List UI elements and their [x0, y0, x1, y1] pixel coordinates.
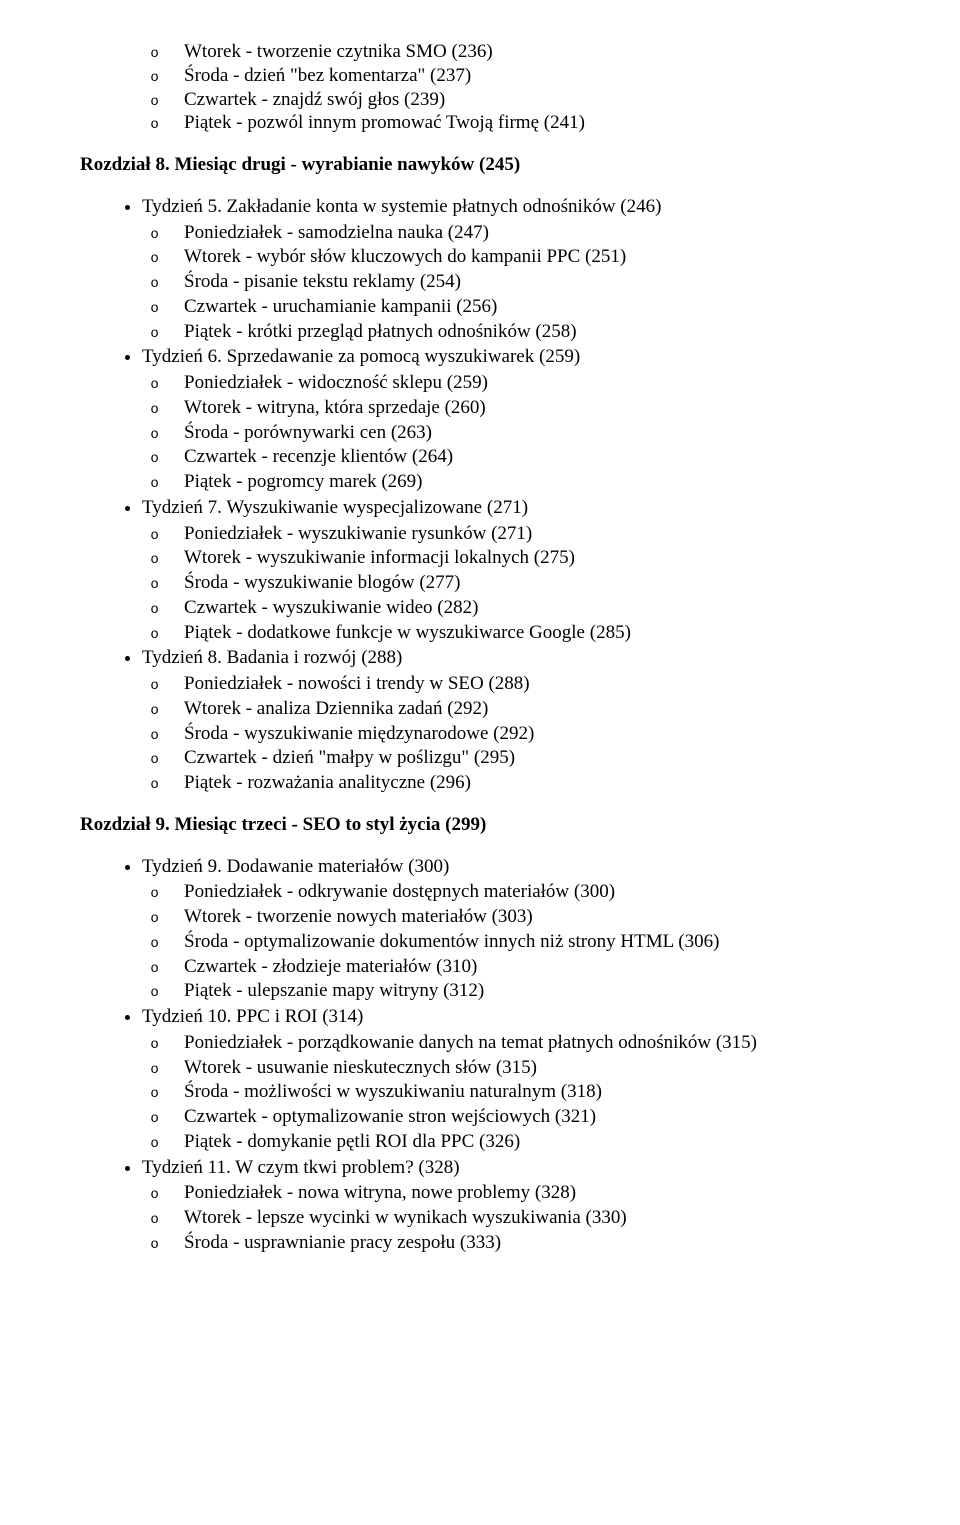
day-item: Środa - dzień "bez komentarza" (237) — [184, 64, 880, 88]
day-item: Środa - wyszukiwanie blogów (277) — [184, 571, 880, 595]
chapter-9-weeks: Tydzień 9. Dodawanie materiałów (300) Po… — [80, 855, 880, 1255]
day-item: Piątek - krótki przegląd płatnych odnośn… — [184, 320, 880, 344]
week-days: Poniedziałek - odkrywanie dostępnych mat… — [142, 880, 880, 1003]
day-item: Czwartek - uruchamianie kampanii (256) — [184, 295, 880, 319]
day-item: Piątek - ulepszanie mapy witryny (312) — [184, 979, 880, 1003]
day-item: Środa - porównywarki cen (263) — [184, 421, 880, 445]
week-title: Tydzień 11. W czym tkwi problem? (328) — [142, 1157, 460, 1178]
week-title: Tydzień 5. Zakładanie konta w systemie p… — [142, 196, 661, 217]
day-item: Czwartek - znajdź swój głos (239) — [184, 88, 880, 112]
week-title: Tydzień 7. Wyszukiwanie wyspecjalizowane… — [142, 497, 528, 518]
week-item: Tydzień 7. Wyszukiwanie wyspecjalizowane… — [142, 496, 880, 645]
day-item: Wtorek - usuwanie nieskutecznych słów (3… — [184, 1056, 880, 1080]
day-item: Środa - wyszukiwanie międzynarodowe (292… — [184, 722, 880, 746]
week-item: Tydzień 8. Badania i rozwój (288) Ponied… — [142, 646, 880, 795]
week-item: Tydzień 6. Sprzedawanie za pomocą wyszuk… — [142, 345, 880, 494]
day-item: Wtorek - wybór słów kluczowych do kampan… — [184, 245, 880, 269]
week-title: Tydzień 6. Sprzedawanie za pomocą wyszuk… — [142, 346, 580, 367]
day-item: Czwartek - wyszukiwanie wideo (282) — [184, 596, 880, 620]
day-item: Piątek - pozwól innym promować Twoją fir… — [184, 111, 880, 135]
day-item: Poniedziałek - widoczność sklepu (259) — [184, 371, 880, 395]
week-days: Poniedziałek - widoczność sklepu (259) W… — [142, 371, 880, 494]
week-item: Tydzień 10. PPC i ROI (314) Poniedziałek… — [142, 1005, 880, 1154]
day-item: Poniedziałek - nowa witryna, nowe proble… — [184, 1181, 880, 1205]
day-item: Poniedziałek - samodzielna nauka (247) — [184, 221, 880, 245]
day-item: Środa - możliwości w wyszukiwaniu natura… — [184, 1080, 880, 1104]
day-item: Poniedziałek - wyszukiwanie rysunków (27… — [184, 522, 880, 546]
day-item: Poniedziałek - nowości i trendy w SEO (2… — [184, 672, 880, 696]
day-item: Czwartek - optymalizowanie stron wejścio… — [184, 1105, 880, 1129]
week-title: Tydzień 10. PPC i ROI (314) — [142, 1006, 363, 1027]
day-item: Piątek - dodatkowe funkcje w wyszukiwarc… — [184, 621, 880, 645]
day-item: Środa - pisanie tekstu reklamy (254) — [184, 270, 880, 294]
week-days: Poniedziałek - nowa witryna, nowe proble… — [142, 1181, 880, 1254]
week-days: Poniedziałek - samodzielna nauka (247) W… — [142, 221, 880, 344]
week-days: Poniedziałek - porządkowanie danych na t… — [142, 1031, 880, 1154]
day-item: Piątek - domykanie pętli ROI dla PPC (32… — [184, 1130, 880, 1154]
day-item: Poniedziałek - odkrywanie dostępnych mat… — [184, 880, 880, 904]
day-item: Środa - usprawnianie pracy zespołu (333) — [184, 1231, 880, 1255]
day-item: Wtorek - witryna, która sprzedaje (260) — [184, 396, 880, 420]
week-days: Poniedziałek - wyszukiwanie rysunków (27… — [142, 522, 880, 645]
day-item: Czwartek - dzień "małpy w poślizgu" (295… — [184, 746, 880, 770]
day-item: Środa - optymalizowanie dokumentów innyc… — [184, 930, 880, 954]
day-item: Wtorek - tworzenie nowych materiałów (30… — [184, 905, 880, 929]
day-item: Piątek - rozważania analityczne (296) — [184, 771, 880, 795]
chapter-8-weeks: Tydzień 5. Zakładanie konta w systemie p… — [80, 195, 880, 795]
day-item: Wtorek - analiza Dziennika zadań (292) — [184, 697, 880, 721]
day-item: Poniedziałek - porządkowanie danych na t… — [184, 1031, 880, 1055]
week-item: Tydzień 9. Dodawanie materiałów (300) Po… — [142, 855, 880, 1004]
day-item: Czwartek - złodzieje materiałów (310) — [184, 955, 880, 979]
week-title: Tydzień 8. Badania i rozwój (288) — [142, 647, 402, 668]
day-item: Wtorek - tworzenie czytnika SMO (236) — [184, 40, 880, 64]
week-item: Tydzień 5. Zakładanie konta w systemie p… — [142, 195, 880, 344]
day-item: Wtorek - wyszukiwanie informacji lokalny… — [184, 546, 880, 570]
week-days: Poniedziałek - nowości i trendy w SEO (2… — [142, 672, 880, 795]
week-item: Tydzień 11. W czym tkwi problem? (328) P… — [142, 1156, 880, 1255]
chapter-9-title: Rozdział 9. Miesiąc trzeci - SEO to styl… — [80, 813, 880, 837]
orphan-week-days: Wtorek - tworzenie czytnika SMO (236) Śr… — [80, 40, 880, 135]
chapter-8-title: Rozdział 8. Miesiąc drugi - wyrabianie n… — [80, 153, 880, 177]
day-item: Piątek - pogromcy marek (269) — [184, 470, 880, 494]
week-title: Tydzień 9. Dodawanie materiałów (300) — [142, 856, 449, 877]
day-item: Wtorek - lepsze wycinki w wynikach wyszu… — [184, 1206, 880, 1230]
day-item: Czwartek - recenzje klientów (264) — [184, 445, 880, 469]
